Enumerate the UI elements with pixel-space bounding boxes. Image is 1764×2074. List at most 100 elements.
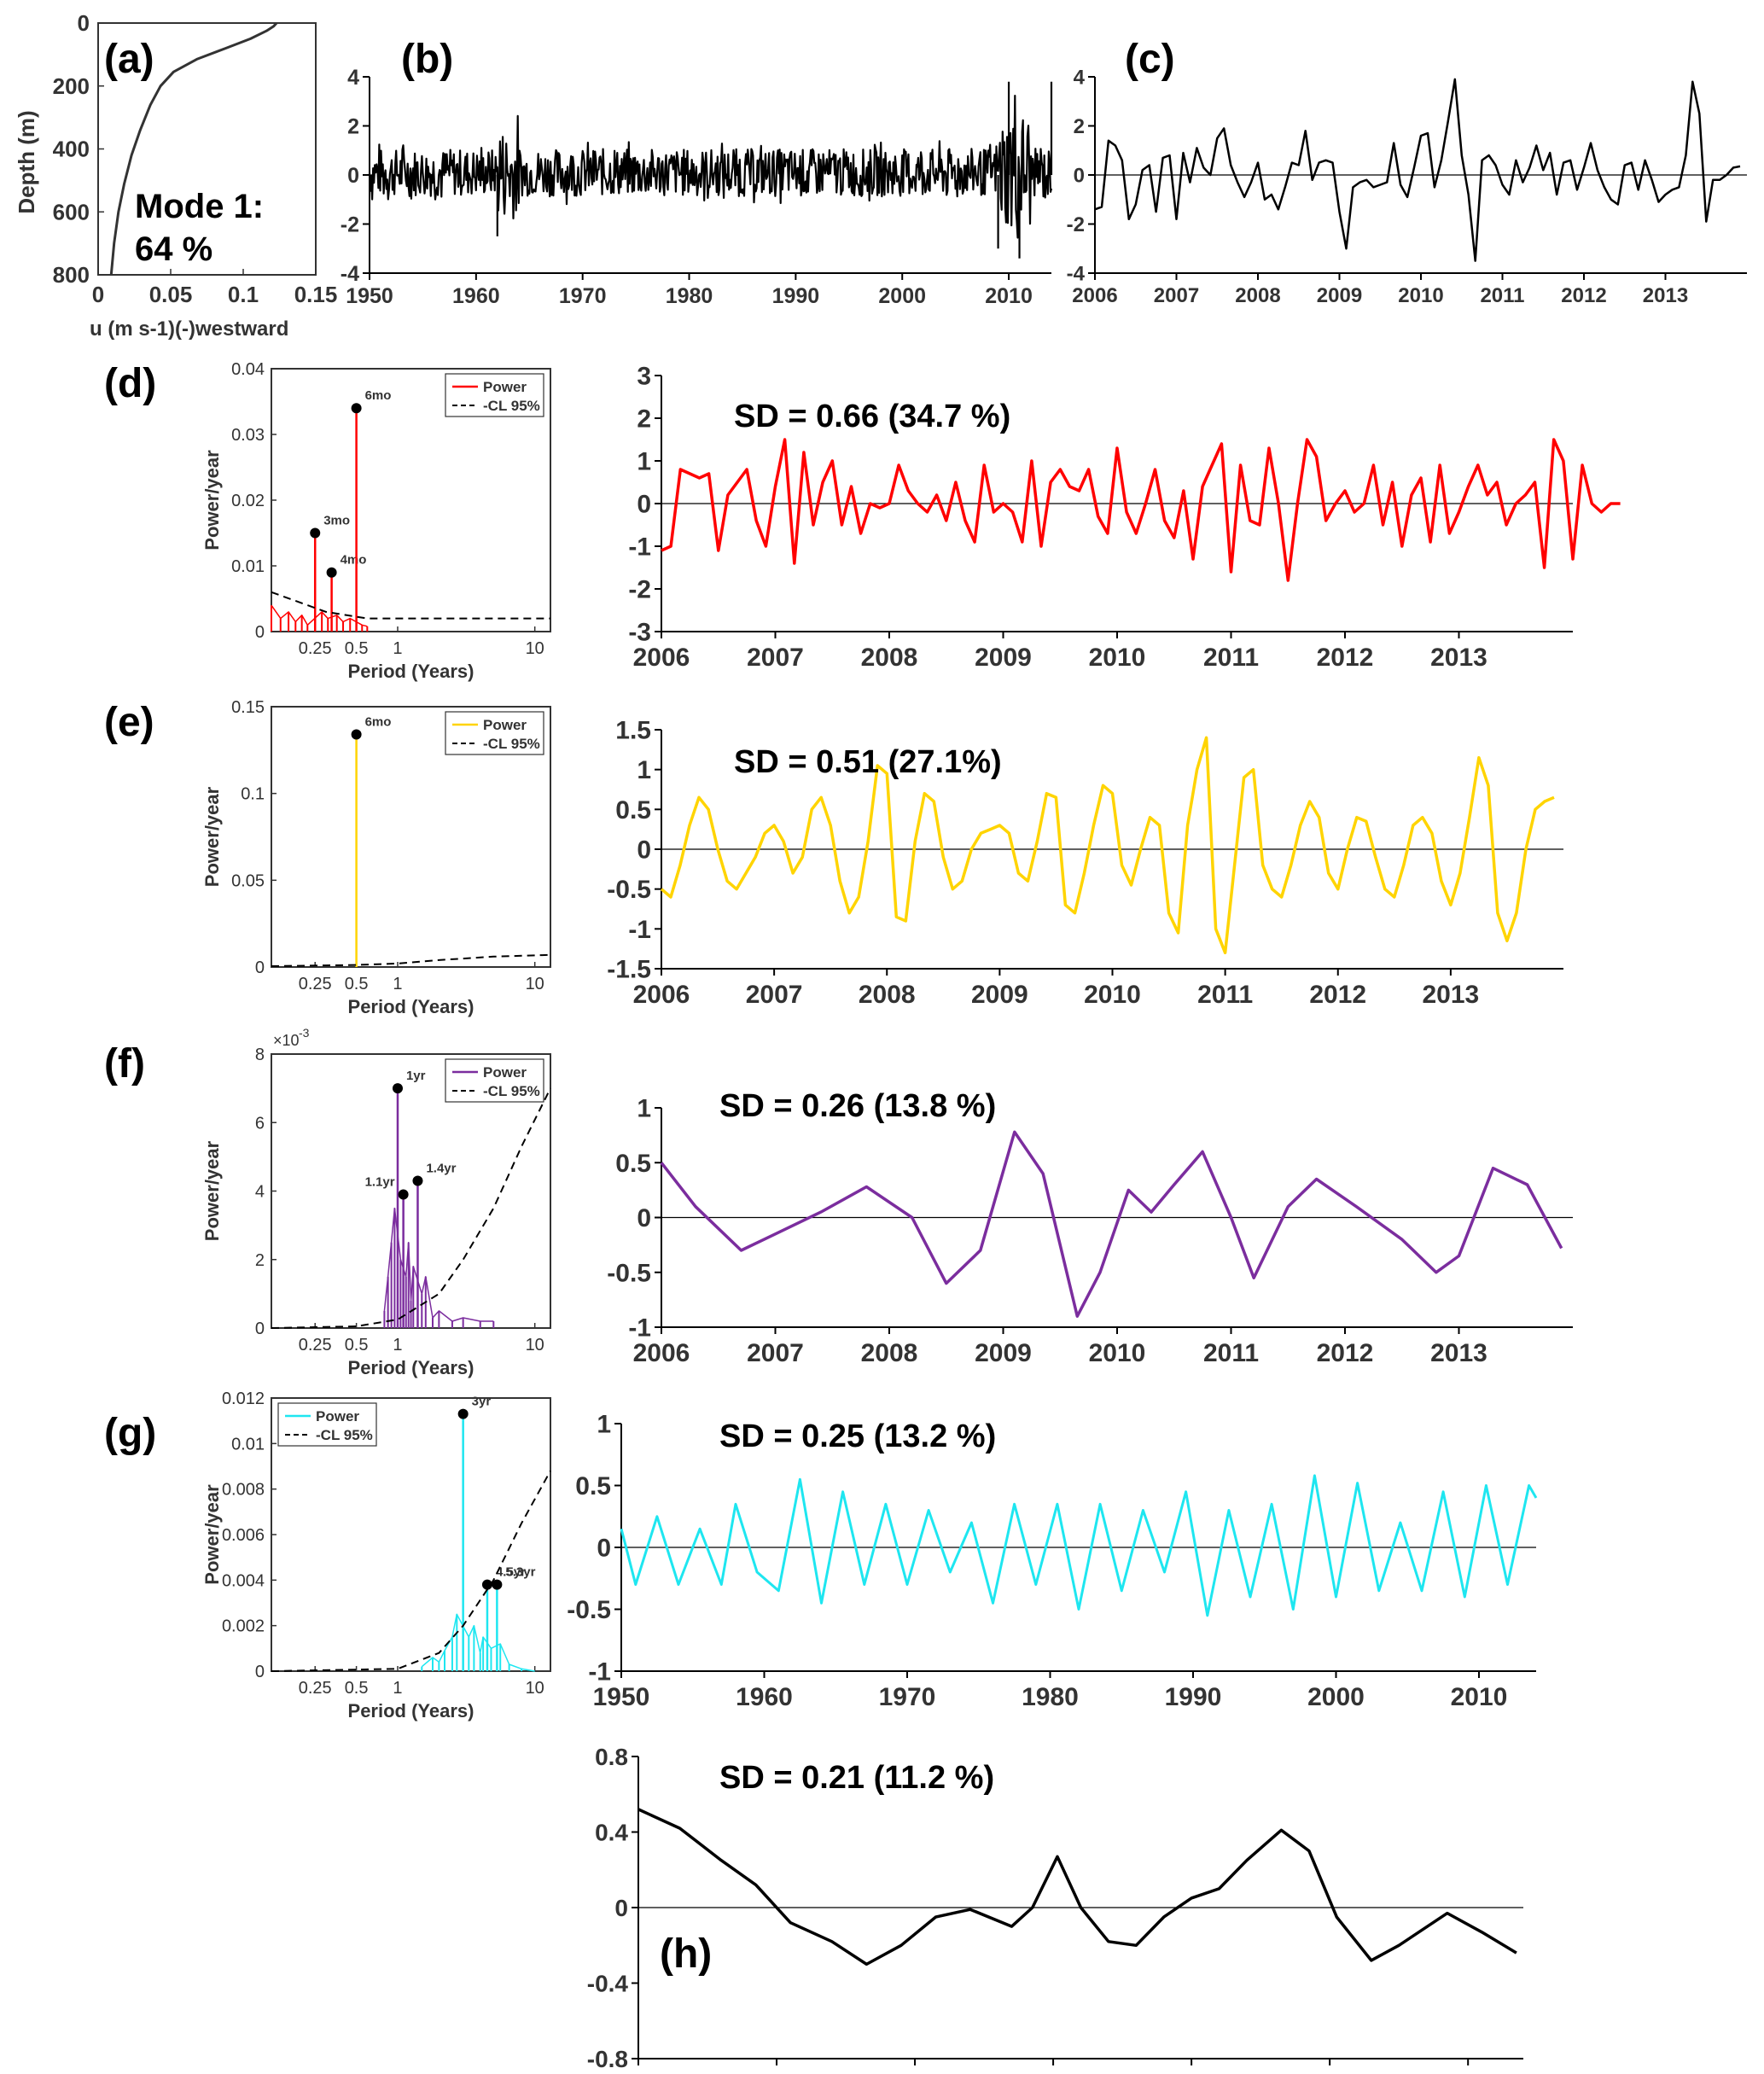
p-e-spec-legend-box xyxy=(445,711,544,755)
p-h-ts-ytick-label: 0.4 xyxy=(595,1819,628,1845)
p-f-spec-noise-line xyxy=(383,1207,494,1322)
p-f-spec-xtick-label: 0.25 xyxy=(299,1336,332,1355)
p-f-ts-ytick-label: -0.5 xyxy=(607,1259,651,1287)
p-e-ts-xtick-label: 2006 xyxy=(633,981,690,1009)
p-b-xtick-label: 1970 xyxy=(559,284,607,308)
p-e-spec-plot-frame xyxy=(271,706,551,968)
p-b-ytick-label: 4 xyxy=(347,66,359,90)
p-e-ts-xtick-label: 2012 xyxy=(1309,981,1366,1009)
p-d-spec-ytick-label: 0.03 xyxy=(231,426,265,445)
p-e-ts-series-line xyxy=(660,736,1555,955)
p-d-ts-xtick-label: 2011 xyxy=(1203,644,1259,672)
panel-d-label: (d) xyxy=(104,361,156,406)
p-g-spec-xtick-label: 1 xyxy=(393,1679,402,1698)
p-b-series-line xyxy=(368,94,1053,239)
p-g-spec-peak-marker xyxy=(457,1408,469,1419)
p-g-ts-xtick-label: 1950 xyxy=(593,1683,650,1711)
p-g-spec-ytick-label: 0 xyxy=(255,1663,265,1681)
p-f-spec-scale-exponent: -3 xyxy=(299,1026,310,1040)
p-d-spec-xtick-label: 1 xyxy=(393,639,402,658)
p-c-xtick-label: 2011 xyxy=(1480,284,1524,307)
p-d-spec-peak-marker xyxy=(326,567,337,578)
panel-a-ylabel: Depth (m) xyxy=(14,110,39,213)
p-e-ts-xtick-label: 2007 xyxy=(746,981,803,1009)
panel-e-spectrum: (e) 0 0.05 0.1 0.15 0.25 0.5 1 10 Period (Years)… xyxy=(104,698,551,1017)
p-e-ts-ytick-label: -0.5 xyxy=(607,876,651,904)
p-d-spec-xtick-label: 0.25 xyxy=(299,639,332,658)
p-e-ts-ytick-label: 0.5 xyxy=(615,796,651,824)
p-b-xtick-label: 2010 xyxy=(985,284,1033,308)
p-d-ts-ytick-label: -1 xyxy=(628,533,651,562)
p-f-spec-ytick-label: 4 xyxy=(255,1183,265,1202)
p-d-spec-legend-cl-label: -CL 95% xyxy=(483,398,540,414)
p-h-ts-xtick-label: 1950 xyxy=(612,2070,665,2074)
p-b-ytick-label: -2 xyxy=(341,213,359,236)
p-f-spec-peak-label: 1.1yr xyxy=(365,1175,395,1190)
p-e-ts-ytick-label: 0 xyxy=(637,836,651,865)
panel-f-spectrum: (f) 0 2 4 6 8 0.25 0.5 1 10 Period (Years) Power/y… xyxy=(104,1026,551,1378)
p-e-spec-ytick-label: 0 xyxy=(255,958,265,977)
p-h-ts-ytick-label: -0.4 xyxy=(587,1970,629,1996)
p-a-ytick-label: 0 xyxy=(78,10,90,36)
p-f-ts-xtick-label: 2007 xyxy=(747,1339,804,1367)
p-e-spec-xlabel: Period (Years) xyxy=(348,996,474,1017)
p-a-xtick-label: 0 xyxy=(92,282,104,307)
p-e-spec-xtick-label: 10 xyxy=(526,975,544,993)
p-g-spec-ytick-label: 0.006 xyxy=(222,1526,265,1545)
p-d-ts-ytick-label: -2 xyxy=(628,576,651,604)
p-f-spec-xlabel: Period (Years) xyxy=(348,1357,474,1378)
panel-a-xlabel: u (m s-1)(-)westward xyxy=(90,318,288,341)
p-g-spec-peak-label: 5.3yr xyxy=(505,1565,535,1580)
p-a-xtick-label: 0.05 xyxy=(149,282,193,307)
p-f-ts-ytick-label: -1 xyxy=(628,1314,651,1343)
panel-a-mode-line1: Mode 1: xyxy=(135,188,264,225)
p-f-spec-legend-box xyxy=(445,1058,544,1103)
p-g-spec-ytick-label: 0.01 xyxy=(231,1435,265,1454)
p-d-spec-xlabel: Period (Years) xyxy=(348,661,474,682)
p-f-spec-ytick-label: 8 xyxy=(255,1046,265,1064)
p-g-ts-ytick-label: -0.5 xyxy=(567,1596,611,1624)
p-f-ts-ytick-label: 0 xyxy=(637,1204,651,1232)
panel-f-timeseries: -1 -0.5 0 0.5 1 2006 2007 2008 2009 2010 2011 2012 2… xyxy=(607,1088,1573,1367)
panel-h-label: (h) xyxy=(660,1931,712,1977)
p-d-spec-xtick-label: 0.5 xyxy=(345,639,369,658)
p-a-ytick-label: 600 xyxy=(53,199,90,224)
panel-c-label: (c) xyxy=(1125,37,1175,82)
p-g-spec-ytick-label: 0.008 xyxy=(222,1481,265,1500)
panel-d-timeseries: -3 -2 -1 0 1 2 3 2006 2007 2008 2009 2010 2011 2012 20… xyxy=(628,363,1621,672)
p-d-spec-ytick-label: 0.04 xyxy=(231,360,265,379)
p-f-spec-peak-label: 1.4yr xyxy=(426,1161,456,1175)
p-h-ts-xtick-label: 2000 xyxy=(1303,2070,1356,2074)
p-e-ts-xtick-label: 2013 xyxy=(1423,981,1480,1009)
p-e-spec-ylabel: Power/year xyxy=(201,786,223,887)
p-f-spec-xtick-label: 1 xyxy=(393,1336,402,1355)
p-d-ts-ytick-label: 3 xyxy=(637,363,651,391)
p-a-xtick-label: 0.1 xyxy=(228,282,259,307)
p-e-ts-ytick-label: -1.5 xyxy=(607,956,651,984)
p-b-ytick-label: 0 xyxy=(347,164,359,188)
p-b-xtick-label: 1980 xyxy=(666,284,713,308)
p-d-spec-ytick-label: 0 xyxy=(255,623,265,642)
p-h-ts-xtick-label: 1990 xyxy=(1165,2070,1218,2074)
p-g-ts-ytick-label: -1 xyxy=(588,1658,611,1687)
p-a-profile-line xyxy=(109,21,278,276)
p-d-spec-xtick-label: 10 xyxy=(526,639,544,658)
p-d-ts-xtick-label: 2008 xyxy=(861,644,918,672)
p-g-ts-sd-title: SD = 0.25 (13.2 %) xyxy=(719,1419,996,1454)
p-c-series-line xyxy=(1094,78,1741,262)
p-g-spec-ytick-label: 0.012 xyxy=(222,1389,265,1408)
p-d-spec-noise-line xyxy=(271,604,368,627)
p-e-spec-xtick-label: 0.25 xyxy=(299,975,332,993)
p-f-spec-peak-label: 1yr xyxy=(406,1069,426,1083)
p-c-ytick-label: 0 xyxy=(1074,164,1085,187)
p-e-ts-ytick-label: 1.5 xyxy=(615,717,651,745)
p-h-ts-ytick-label: 0.8 xyxy=(595,1744,628,1770)
p-b-ytick-label: 2 xyxy=(347,114,359,138)
p-e-spec-peak-label: 6mo xyxy=(365,715,392,730)
p-c-xtick-label: 2007 xyxy=(1154,284,1199,307)
panel-a-annotation: Mode 1: 64 % xyxy=(135,188,264,268)
p-a-ytick-label: 800 xyxy=(53,262,90,288)
p-f-ts-sd-title: SD = 0.26 (13.8 %) xyxy=(719,1088,996,1124)
p-g-ts-ytick-label: 1 xyxy=(597,1411,611,1439)
p-e-spec-ytick-label: 0.15 xyxy=(231,698,265,717)
